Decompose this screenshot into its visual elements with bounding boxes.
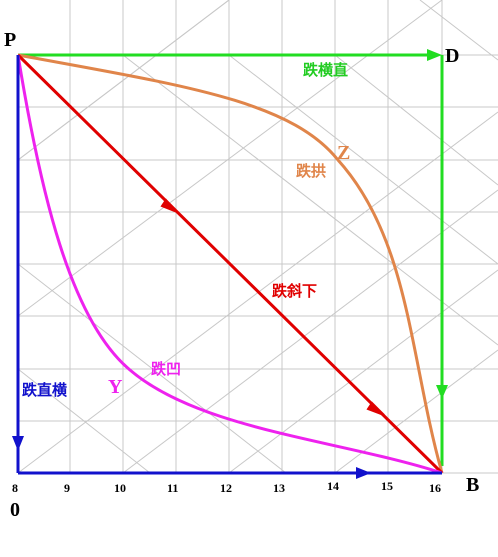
tick-label: 12 xyxy=(220,481,232,495)
axis-tick-labels: 8 9 10 11 12 13 14 15 16 xyxy=(12,479,441,495)
arrow-head-down xyxy=(436,385,448,399)
label-horizontal-then-vertical: 跌横直 xyxy=(303,61,348,79)
path-convex-curve xyxy=(17,53,444,474)
tick-label: 15 xyxy=(381,479,393,493)
marker-y: Y xyxy=(108,376,123,398)
path-diagonal xyxy=(16,53,444,475)
label-vertical-then-horizontal: 跌直横 xyxy=(22,381,68,399)
tick-label: 9 xyxy=(64,481,70,495)
background-grid xyxy=(17,0,498,474)
label-point-p: P xyxy=(4,29,16,51)
marker-z: Z xyxy=(337,142,350,164)
tick-label: 10 xyxy=(114,481,126,495)
label-convex: 跌拱 xyxy=(296,162,326,180)
label-diagonal: 跌斜下 xyxy=(272,282,317,300)
arrow-head-right-blue xyxy=(356,467,371,479)
tick-label: 16 xyxy=(429,481,441,495)
arrow-head-diagonal-1 xyxy=(160,198,178,213)
label-point-d: D xyxy=(445,45,459,67)
tick-label: 8 xyxy=(12,481,18,495)
tick-label: 11 xyxy=(167,481,178,495)
path-vertical-then-horizontal xyxy=(12,55,442,479)
label-concave: 跌凹 xyxy=(151,360,181,378)
arrow-head-right xyxy=(427,49,442,61)
tick-label: 14 xyxy=(327,479,339,493)
label-origin: 0 xyxy=(10,499,20,521)
path-concave-curve xyxy=(16,54,443,475)
arrow-head-diagonal-2 xyxy=(366,401,385,416)
path-horizontal-then-vertical xyxy=(18,49,448,466)
label-point-b: B xyxy=(466,474,479,496)
tick-label: 13 xyxy=(273,481,285,495)
arrow-head-down-blue xyxy=(12,436,24,451)
